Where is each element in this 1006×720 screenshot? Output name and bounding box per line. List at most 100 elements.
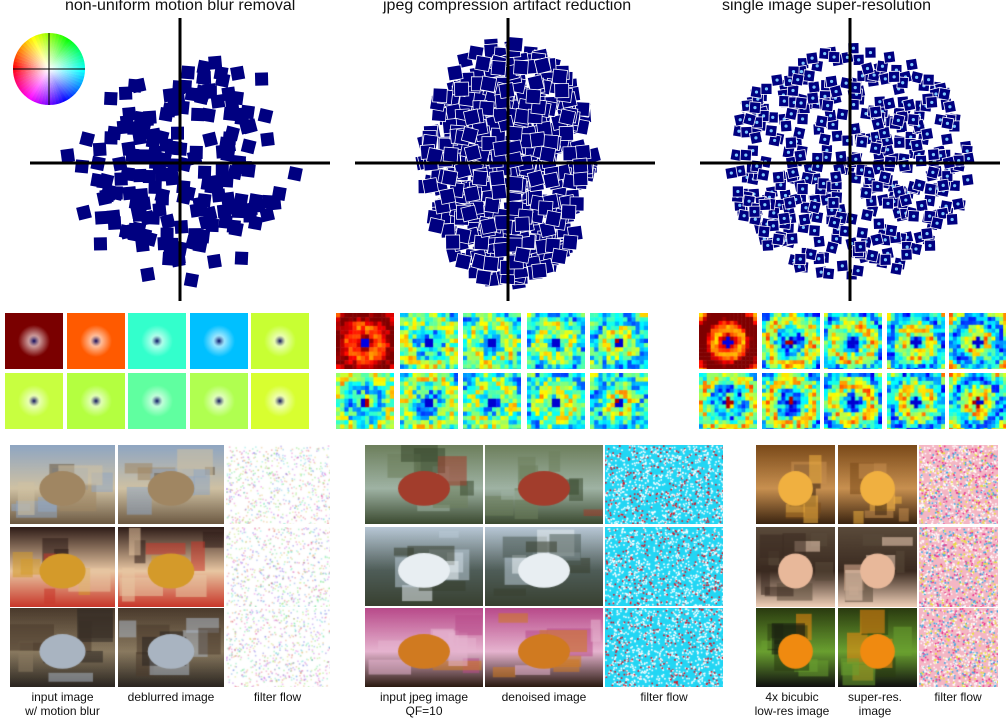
- embedding-marker: [427, 217, 445, 235]
- filter-kernel: [336, 313, 394, 369]
- embedding-plot-jpeg: [355, 18, 655, 301]
- embedding-marker: [446, 64, 464, 82]
- embedding-marker: [287, 166, 303, 182]
- caption-jpeg-input: input jpeg image QF=10: [379, 690, 469, 718]
- caption-deblur-input: input image w/ motion blur: [25, 690, 100, 718]
- filter-kernel: [5, 373, 63, 429]
- embedding-marker: [558, 108, 577, 127]
- caption-deblur-flow: filter flow: [253, 690, 302, 704]
- embedding-marker: [235, 107, 249, 122]
- embedding-marker: [454, 252, 472, 271]
- embedding-marker: [492, 140, 510, 157]
- filter-kernel: [336, 373, 394, 429]
- embedding-marker: [127, 78, 142, 93]
- embedding-marker: [181, 65, 196, 80]
- panel-title-sr: single image super-resolution: [722, 0, 931, 14]
- filter-kernel: [189, 313, 248, 369]
- caption-sr-flow: filter flow: [934, 690, 982, 704]
- input-image: [10, 445, 115, 524]
- embedding-marker: [229, 90, 244, 106]
- embedding-marker: [462, 185, 481, 203]
- embedding-marker: [432, 87, 448, 104]
- filter-kernel: [399, 313, 458, 369]
- caption-deblur-output: deblurred image: [127, 690, 215, 704]
- embedding-marker: [514, 216, 530, 232]
- filter-kernel: [949, 313, 1006, 369]
- embedding-marker: [539, 145, 557, 164]
- embedding-marker: [204, 179, 219, 194]
- embedding-marker: [132, 130, 148, 146]
- embedding-marker: [183, 272, 199, 288]
- filter-flow-image: [605, 527, 723, 606]
- embedding-marker: [142, 110, 157, 125]
- filter-kernel: [399, 373, 458, 429]
- embedding-marker: [223, 106, 238, 122]
- embedding-marker: [93, 237, 108, 251]
- input-image: [365, 527, 483, 606]
- embedding-marker: [79, 131, 96, 148]
- panel-title-jpeg: jpeg compression artifact reduction: [383, 0, 632, 14]
- embedding-marker: [201, 205, 218, 222]
- filter-kernel: [590, 313, 648, 369]
- filter-kernel: [699, 313, 757, 369]
- embedding-marker: [226, 219, 241, 234]
- embedding-marker: [460, 204, 479, 223]
- embedding-marker: [483, 197, 501, 214]
- filter-kernel: [824, 373, 882, 429]
- filter-flow-image: [605, 445, 723, 524]
- embedding-marker: [479, 217, 498, 235]
- embedding-marker: [507, 36, 524, 53]
- embedding-marker: [529, 131, 547, 148]
- embedding-marker: [489, 170, 506, 187]
- output-image: [485, 527, 603, 606]
- embedding-marker: [74, 159, 90, 174]
- embedding-marker: [109, 186, 123, 200]
- embedding-marker: [531, 262, 548, 279]
- embedding-marker: [234, 251, 249, 266]
- embedding-marker: [168, 242, 182, 256]
- embedding-marker: [248, 193, 264, 209]
- embedding-marker: [159, 213, 176, 230]
- embedding-marker: [491, 183, 508, 201]
- embedding-marker: [210, 94, 226, 109]
- caption-jpeg-output: denoised image: [501, 690, 587, 704]
- embedding-marker: [194, 89, 210, 105]
- output-image: [485, 608, 603, 687]
- caption-sr-input: 4x bicubic low-res image: [754, 690, 830, 718]
- filter-kernel: [886, 373, 945, 429]
- embedding-marker: [533, 56, 552, 75]
- embedding-marker: [254, 72, 269, 86]
- embedding-marker: [197, 165, 212, 180]
- embedding-marker: [200, 107, 216, 123]
- embedding-marker: [463, 144, 482, 162]
- embedding-marker: [128, 195, 144, 211]
- embedding-marker: [184, 235, 201, 251]
- embedding-marker: [513, 59, 529, 76]
- embedding-marker: [142, 169, 156, 184]
- embedding-marker: [157, 236, 172, 251]
- embedding-marker: [475, 269, 492, 286]
- embedding-marker: [224, 125, 240, 142]
- filter-kernel: [761, 313, 820, 369]
- embedding-marker: [125, 148, 140, 163]
- input-image: [756, 527, 835, 607]
- embedding-marker: [247, 215, 264, 231]
- embedding-plot-deblur: [30, 18, 330, 301]
- embedding-marker: [206, 253, 222, 269]
- embedding-marker: [259, 206, 276, 223]
- filter-kernel: [189, 373, 248, 429]
- embedding-marker: [525, 88, 542, 105]
- embedding-marker: [178, 79, 192, 94]
- embedding-marker: [191, 107, 205, 122]
- embedding-marker: [60, 148, 75, 163]
- embedding-marker: [148, 180, 162, 194]
- embedding-marker: [152, 202, 167, 217]
- embedding-marker: [197, 70, 212, 85]
- embedding-marker: [140, 266, 156, 282]
- embedding-marker: [513, 246, 531, 264]
- embedding-marker: [445, 234, 461, 250]
- embedding-marker: [460, 126, 479, 145]
- embedding-marker: [96, 190, 112, 206]
- embedding-marker: [162, 167, 178, 183]
- filter-kernel: [526, 373, 585, 429]
